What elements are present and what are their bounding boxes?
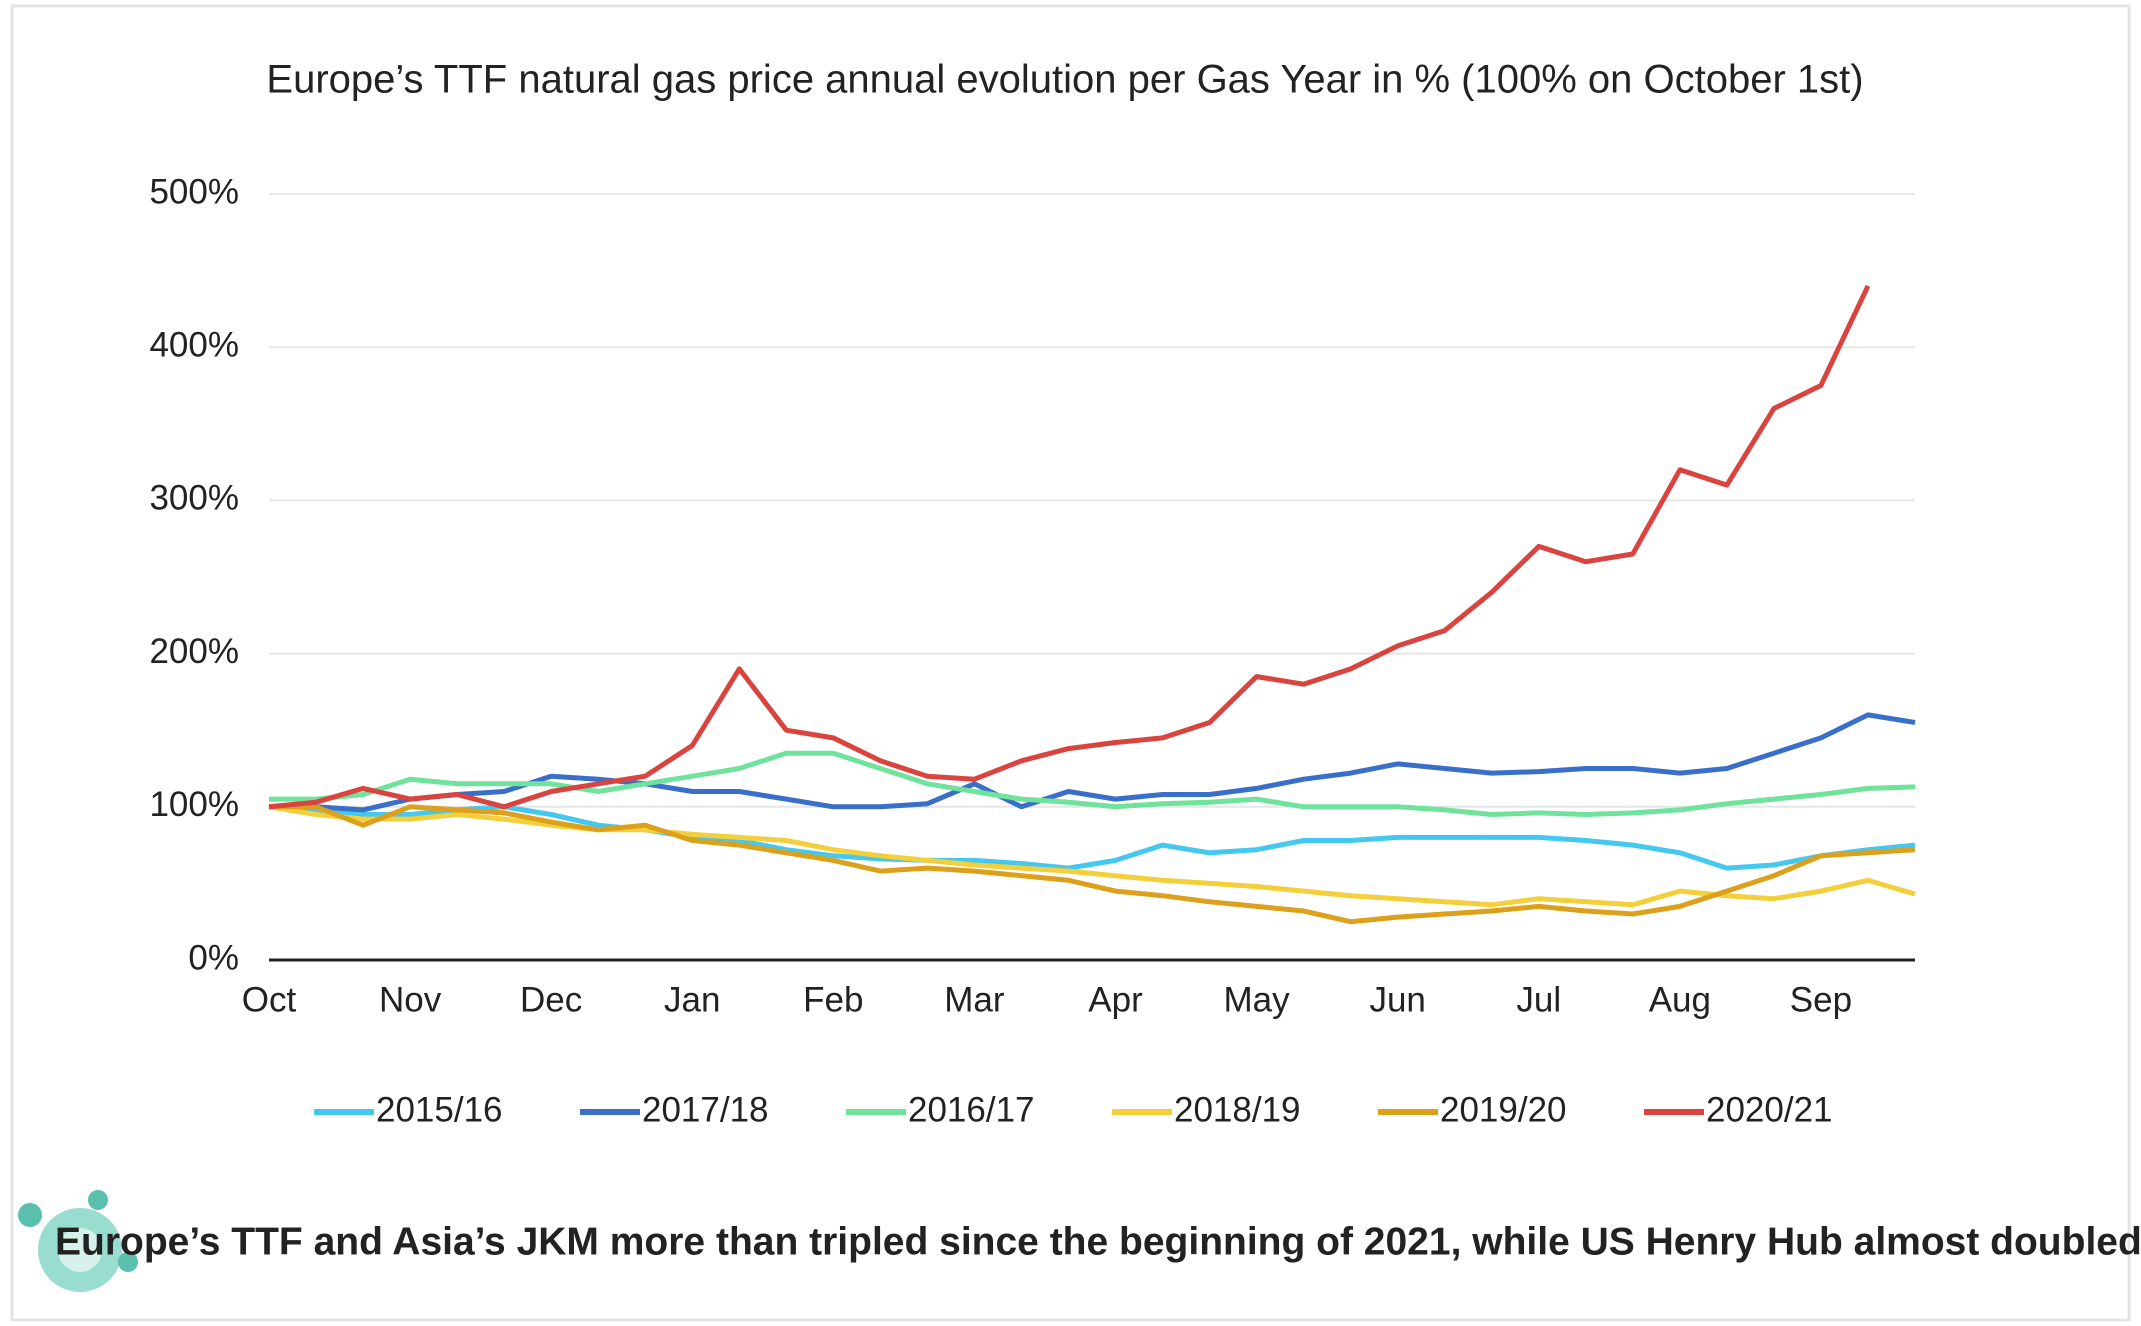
- legend-label: 2017/18: [642, 1090, 769, 1129]
- x-tick-label: Nov: [379, 980, 442, 1019]
- y-tick-label: 400%: [149, 325, 239, 364]
- y-tick-label: 500%: [149, 172, 239, 211]
- legend-label: 2018/19: [1174, 1090, 1301, 1129]
- x-tick-label: Jun: [1369, 980, 1425, 1019]
- x-tick-label: Jan: [664, 980, 720, 1019]
- x-tick-label: Mar: [944, 980, 1005, 1019]
- chart-title: Europe’s TTF natural gas price annual ev…: [266, 58, 1863, 102]
- x-tick-label: Sep: [1790, 980, 1852, 1019]
- x-tick-label: Feb: [803, 980, 863, 1019]
- series-line: [269, 712, 1916, 813]
- x-tick-label: Aug: [1649, 980, 1711, 1019]
- series-line: [268, 804, 1916, 871]
- x-tick-label: Apr: [1088, 980, 1143, 1019]
- legend-label: 2016/17: [908, 1090, 1035, 1129]
- x-tick-label: Dec: [520, 980, 582, 1019]
- caption: Europe’s TTF and Asia’s JKM more than tr…: [55, 1220, 2141, 1263]
- y-tick-label: 100%: [149, 785, 239, 824]
- x-tick-label: Oct: [242, 980, 297, 1019]
- y-tick-label: 200%: [149, 632, 239, 671]
- series-line: [269, 750, 1916, 817]
- logo: [18, 1190, 138, 1292]
- y-tick-label: 300%: [149, 479, 239, 518]
- legend-label: 2019/20: [1440, 1090, 1567, 1129]
- x-tick-label: Jul: [1516, 980, 1561, 1019]
- legend-label: 2015/16: [376, 1090, 503, 1129]
- frame: [10, 4, 2131, 1322]
- series-line: [269, 804, 1916, 925]
- y-tick-label: 0%: [188, 938, 239, 977]
- legend-label: 2020/21: [1706, 1090, 1833, 1129]
- series-line: [268, 804, 1916, 908]
- series-line: [268, 284, 1871, 810]
- x-tick-label: May: [1224, 980, 1291, 1019]
